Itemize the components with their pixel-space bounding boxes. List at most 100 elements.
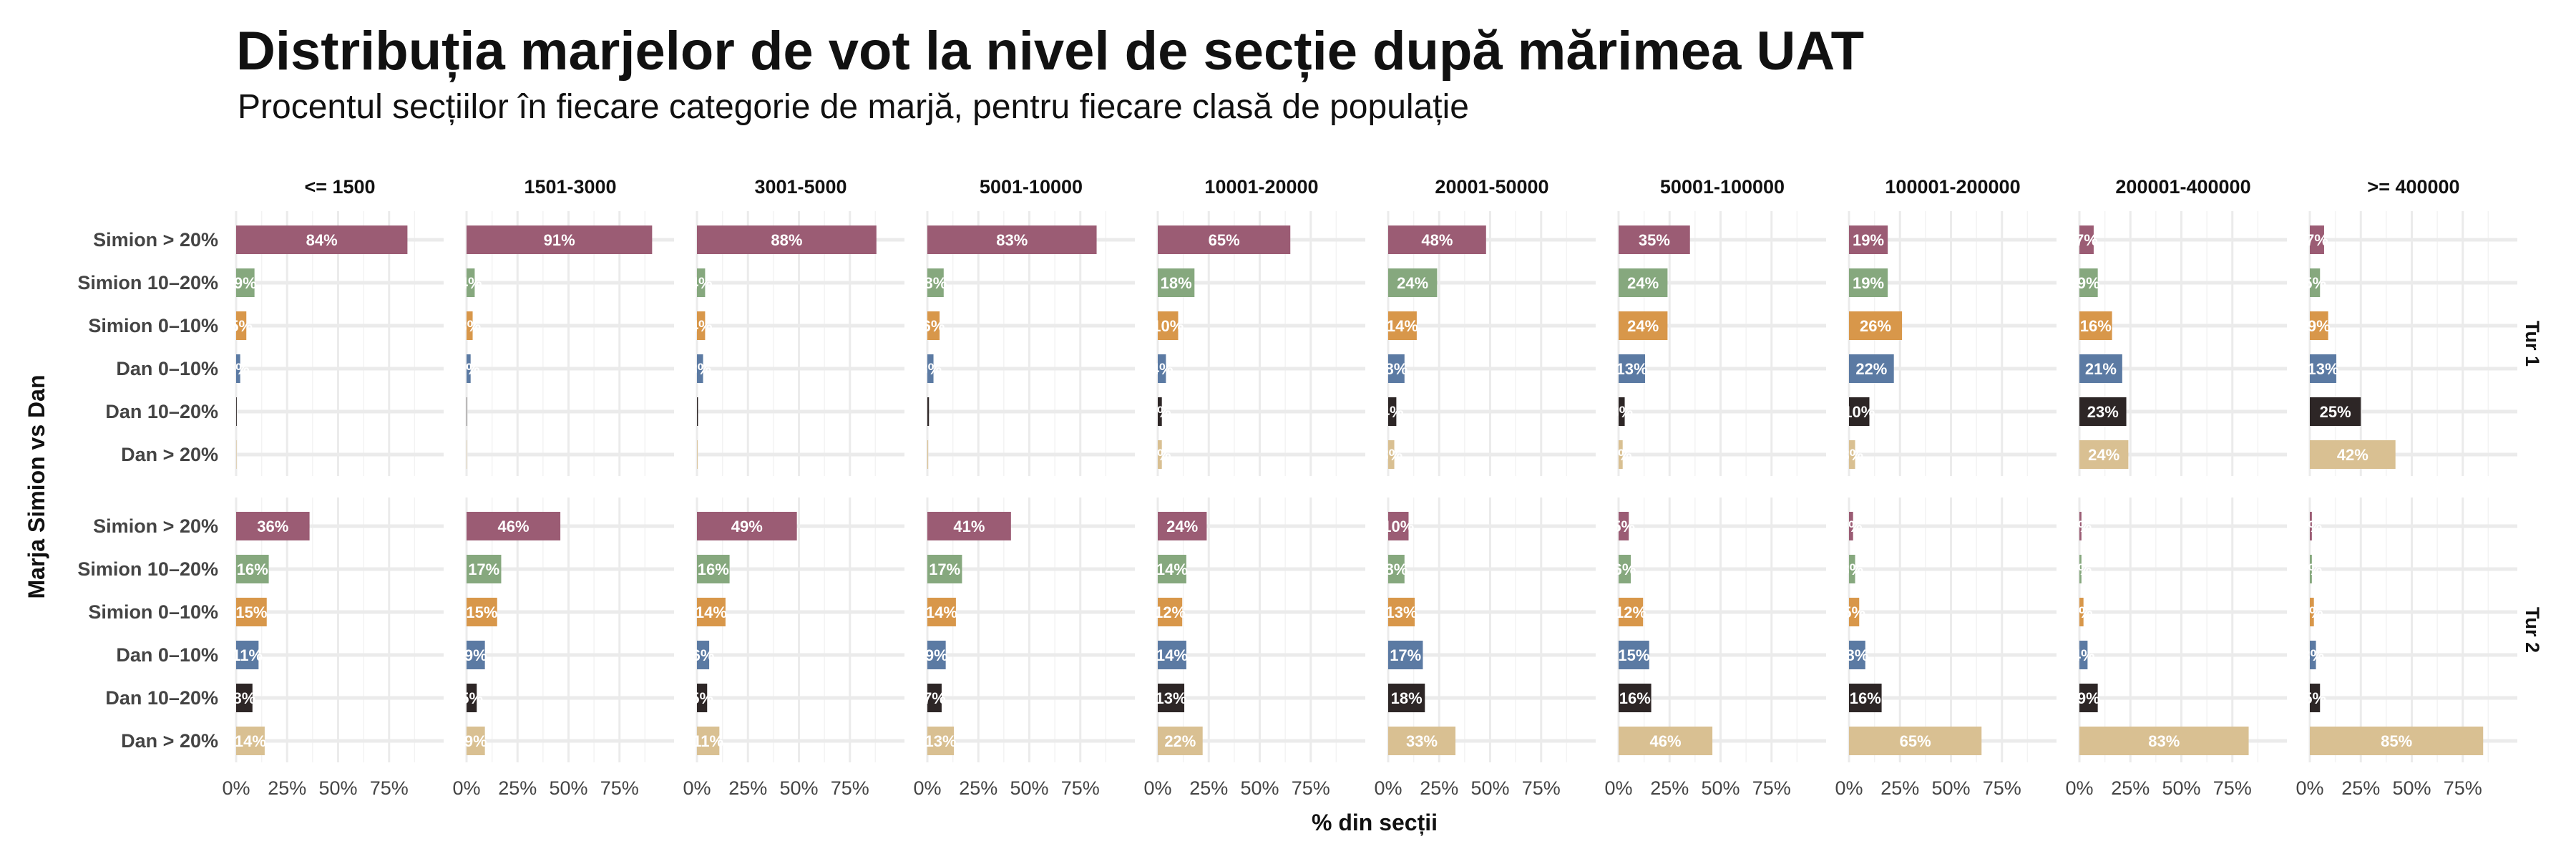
bar [1849,354,1894,383]
bar-value-label: 14% [926,603,957,621]
x-tick-label: 50% [549,777,587,799]
bar [2310,641,2316,669]
bar-value-label: 11% [232,646,263,664]
bar-value-label: 7% [2306,231,2328,249]
bar [1388,641,1423,669]
bar [236,268,255,297]
bar [1619,684,1652,712]
bar-value-label: 5% [1612,518,1635,535]
bar-value-label: 5% [230,317,253,335]
column-label: 10001-20000 [1204,176,1318,198]
bar-value-label: 19% [1853,231,1884,249]
x-tick-label: 0% [2065,777,2093,799]
bar-value-label: 6% [922,317,945,335]
bar [1619,225,1690,254]
x-tick-label: 25% [959,777,997,799]
bar-value-label: 1% [2069,518,2092,535]
x-tick-label: 50% [779,777,818,799]
bar-value-label: 7% [2075,231,2098,249]
x-tick-label: 75% [1522,777,1561,799]
column-label: 200001-400000 [2115,176,2250,198]
column-label: 100001-200000 [1885,176,2020,198]
x-tick-label: 0% [452,777,480,799]
x-tick-label: 75% [1752,777,1791,799]
bar [467,311,473,340]
bar-value-label: 16% [698,560,729,578]
bar [467,225,653,254]
bar [1849,727,1982,755]
bar-value-label: 65% [1209,231,1240,249]
category-label: Dan > 20% [121,444,218,465]
category-label: Simion > 20% [93,515,218,537]
x-tick-label: 25% [1420,777,1458,799]
bar [927,397,930,426]
bar-value-label: 5% [2303,274,2326,292]
x-tick-label: 50% [318,777,357,799]
bar [2079,727,2249,755]
bar-value-label: 13% [2308,360,2339,378]
bar-value-label: 18% [1391,689,1423,707]
bar-value-label: 14% [1387,317,1418,335]
x-tick-label: 25% [268,777,306,799]
bar-value-label: 8% [924,274,947,292]
bar [1619,512,1629,540]
bar [927,311,940,340]
bar-value-label: 8% [1385,360,1408,378]
x-tick-label: 25% [728,777,767,799]
bar-value-label: 14% [1156,646,1188,664]
bar-value-label: 48% [1421,231,1453,249]
bar [1388,354,1405,383]
bar [2079,225,2094,254]
bar-value-label: 24% [1166,518,1198,535]
chart-subtitle: Procentul secțiilor în fiecare categorie… [238,88,1469,126]
bar-value-label: 24% [1627,274,1659,292]
bar-value-label: 12% [1154,603,1186,621]
bar [1388,598,1415,626]
bar-value-label: 65% [1900,732,1931,750]
bar [1158,727,1203,755]
bar [236,641,259,669]
bar-value-label: 84% [306,231,338,249]
bar-value-label: 5% [460,689,483,707]
column-label: <= 1500 [304,176,375,198]
bar-value-label: 10% [1152,317,1184,335]
bar-value-label: 13% [1616,360,1648,378]
bar-value-label: 2% [1609,446,1632,464]
bar [927,598,956,626]
bar [1619,727,1713,755]
bar-value-label: 3% [919,360,942,378]
bar-value-label: 11% [693,732,723,750]
bar [1158,225,1291,254]
bar-value-label: 36% [257,518,288,535]
bar [697,397,698,426]
bar [467,598,497,626]
bar-value-label: 26% [1860,317,1891,335]
column-label: 50001-100000 [1660,176,1785,198]
bar [1849,555,1855,583]
bar [927,555,962,583]
bar [2079,397,2127,426]
bar-value-label: 24% [1397,274,1428,292]
bar-value-label: 2% [1840,518,1863,535]
x-tick-label: 75% [1061,777,1100,799]
bar-value-label: 13% [925,732,957,750]
bar-value-label: 49% [731,518,763,535]
bar-value-label: 3% [1380,446,1402,464]
bar [2310,354,2337,383]
bar [2310,397,2361,426]
bar-value-label: 83% [996,231,1028,249]
bar [927,641,946,669]
bar-value-label: 17% [468,560,499,578]
x-tick-label: 25% [1189,777,1228,799]
bar [1849,598,1860,626]
x-tick-label: 0% [1143,777,1171,799]
bar [697,684,708,712]
bar [2079,512,2082,540]
bar-value-label: 1% [2069,560,2092,578]
bar-value-label: 15% [466,603,497,621]
bar-value-label: 3% [1840,560,1863,578]
bar-value-label: 3% [1840,446,1863,464]
bar-value-label: 5% [2303,689,2326,707]
bar [697,641,710,669]
bar [1619,641,1649,669]
